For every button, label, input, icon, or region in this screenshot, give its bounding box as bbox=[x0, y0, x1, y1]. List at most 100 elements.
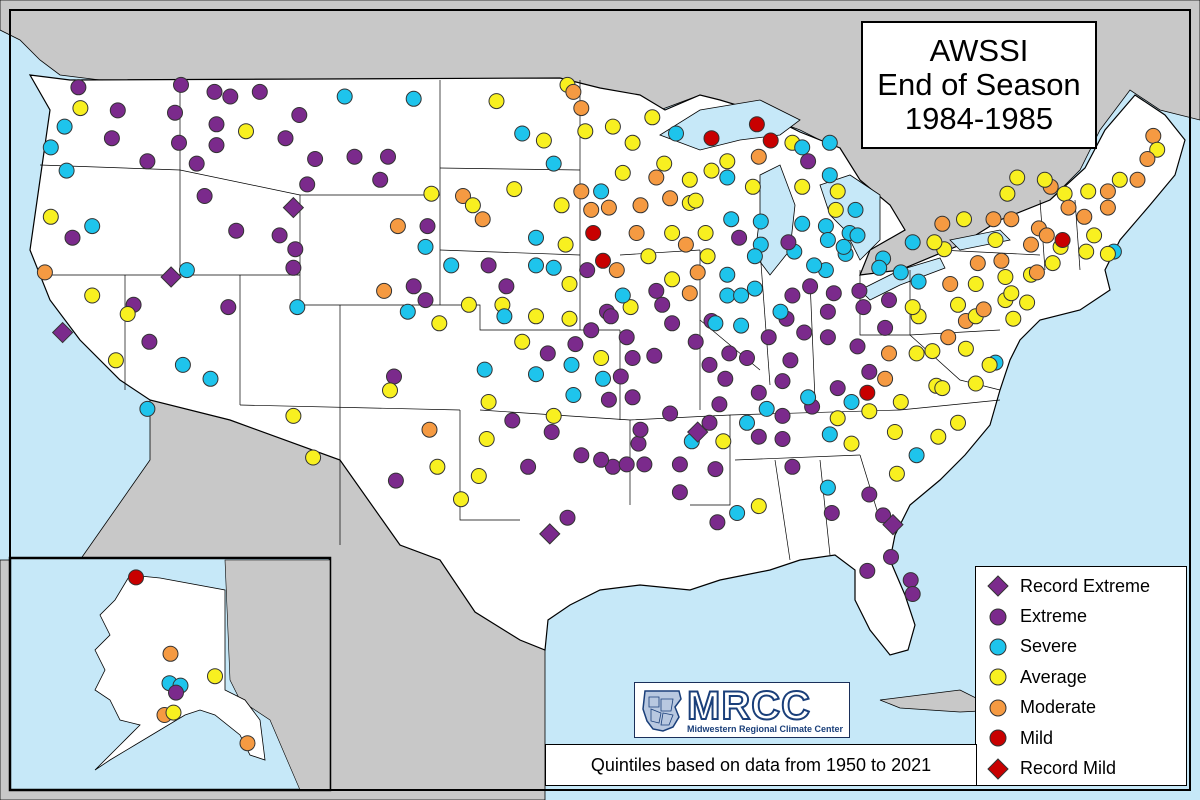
station-marker bbox=[307, 151, 324, 167]
station-marker bbox=[64, 229, 81, 246]
station-marker bbox=[883, 549, 899, 565]
station-marker bbox=[871, 259, 888, 276]
legend-circle-icon bbox=[989, 729, 1007, 747]
station-marker bbox=[934, 215, 951, 232]
station-marker bbox=[677, 236, 694, 253]
station-marker bbox=[557, 236, 574, 253]
station-marker bbox=[399, 303, 416, 320]
station-marker bbox=[453, 491, 469, 508]
station-marker bbox=[847, 201, 864, 218]
station-marker bbox=[405, 278, 422, 295]
station-marker bbox=[835, 238, 852, 255]
station-marker bbox=[178, 262, 195, 279]
station-marker bbox=[746, 248, 763, 265]
station-marker bbox=[843, 435, 860, 452]
alaska-landmass bbox=[94, 574, 266, 771]
station-marker bbox=[703, 162, 720, 179]
station-marker bbox=[84, 287, 101, 304]
station-marker bbox=[573, 447, 590, 464]
station-marker bbox=[904, 234, 921, 251]
station-markers bbox=[36, 76, 1166, 602]
legend-item-extreme: Extreme bbox=[976, 601, 1186, 631]
station-marker bbox=[56, 118, 73, 135]
station-marker bbox=[141, 333, 158, 350]
station-marker bbox=[926, 234, 943, 251]
footnote: Quintiles based on data from 1950 to 202… bbox=[545, 744, 977, 786]
station-marker bbox=[715, 433, 732, 450]
station-marker bbox=[382, 382, 398, 399]
station-marker bbox=[719, 287, 736, 304]
station-marker bbox=[238, 123, 254, 140]
station-marker bbox=[206, 83, 223, 100]
alaska-station-marker bbox=[128, 569, 144, 586]
midwest-region-icon bbox=[642, 690, 682, 732]
station-marker bbox=[604, 118, 621, 135]
station-marker bbox=[1019, 294, 1036, 311]
logo-subtitle: Midwestern Regional Climate Center bbox=[687, 724, 844, 734]
station-marker bbox=[1099, 245, 1116, 262]
station-marker bbox=[821, 134, 838, 151]
station-marker bbox=[36, 264, 53, 281]
station-marker bbox=[934, 380, 951, 397]
station-marker bbox=[285, 259, 302, 276]
station-marker bbox=[417, 292, 434, 309]
station-marker bbox=[800, 153, 817, 170]
station-marker bbox=[904, 586, 921, 602]
legend-circle-icon bbox=[989, 608, 1007, 626]
alaska-station-marker bbox=[165, 704, 182, 721]
mrcc-logo: MRCC Midwestern Regional Climate Center bbox=[634, 682, 850, 738]
station-marker bbox=[419, 218, 436, 235]
station-marker bbox=[654, 296, 671, 313]
station-marker bbox=[881, 292, 897, 309]
map-title-box: AWSSI End of Season 1984-1985 bbox=[861, 21, 1097, 149]
legend: Record Extreme Extreme Severe Average Mo… bbox=[975, 566, 1187, 786]
station-marker bbox=[861, 363, 878, 380]
station-marker bbox=[567, 336, 584, 353]
station-marker bbox=[780, 234, 797, 251]
station-marker bbox=[1036, 171, 1053, 188]
station-marker bbox=[514, 125, 531, 142]
title-line-1: AWSSI bbox=[929, 33, 1029, 68]
station-marker bbox=[285, 407, 302, 424]
station-marker bbox=[289, 299, 306, 316]
station-marker bbox=[464, 197, 481, 214]
station-marker bbox=[904, 299, 921, 316]
station-marker bbox=[1129, 171, 1146, 188]
record-station-marker bbox=[539, 523, 561, 545]
station-marker bbox=[423, 185, 440, 202]
legend-diamond-icon bbox=[987, 575, 1009, 597]
record-markers bbox=[51, 196, 904, 545]
station-marker bbox=[455, 188, 471, 204]
station-marker bbox=[709, 514, 726, 531]
station-marker bbox=[774, 407, 791, 424]
station-marker bbox=[376, 282, 393, 299]
station-marker bbox=[719, 153, 736, 170]
station-marker bbox=[849, 227, 866, 244]
station-marker bbox=[752, 213, 769, 230]
station-marker bbox=[940, 329, 957, 346]
legend-diamond-icon bbox=[987, 757, 1009, 780]
logo-wordmark: MRCC bbox=[686, 684, 811, 728]
legend-circle-icon bbox=[989, 668, 1007, 686]
station-marker bbox=[687, 333, 704, 350]
station-marker bbox=[208, 137, 225, 154]
station-marker bbox=[855, 299, 872, 316]
station-marker bbox=[956, 211, 972, 228]
station-marker bbox=[636, 456, 653, 473]
station-marker bbox=[861, 486, 878, 503]
station-marker bbox=[614, 287, 631, 304]
station-marker bbox=[967, 375, 984, 392]
station-marker bbox=[750, 384, 767, 401]
station-marker bbox=[528, 308, 544, 325]
alaska-station-markers bbox=[128, 569, 256, 752]
station-marker bbox=[1149, 141, 1166, 158]
station-marker bbox=[299, 176, 316, 193]
record-station-marker bbox=[882, 513, 904, 536]
station-marker bbox=[851, 282, 868, 299]
station-marker bbox=[618, 456, 635, 473]
title-line-3: 1984-1985 bbox=[904, 101, 1054, 136]
legend-label: Record Extreme bbox=[1020, 575, 1151, 596]
station-marker bbox=[480, 394, 497, 410]
station-marker bbox=[476, 361, 493, 378]
station-marker bbox=[167, 104, 183, 121]
